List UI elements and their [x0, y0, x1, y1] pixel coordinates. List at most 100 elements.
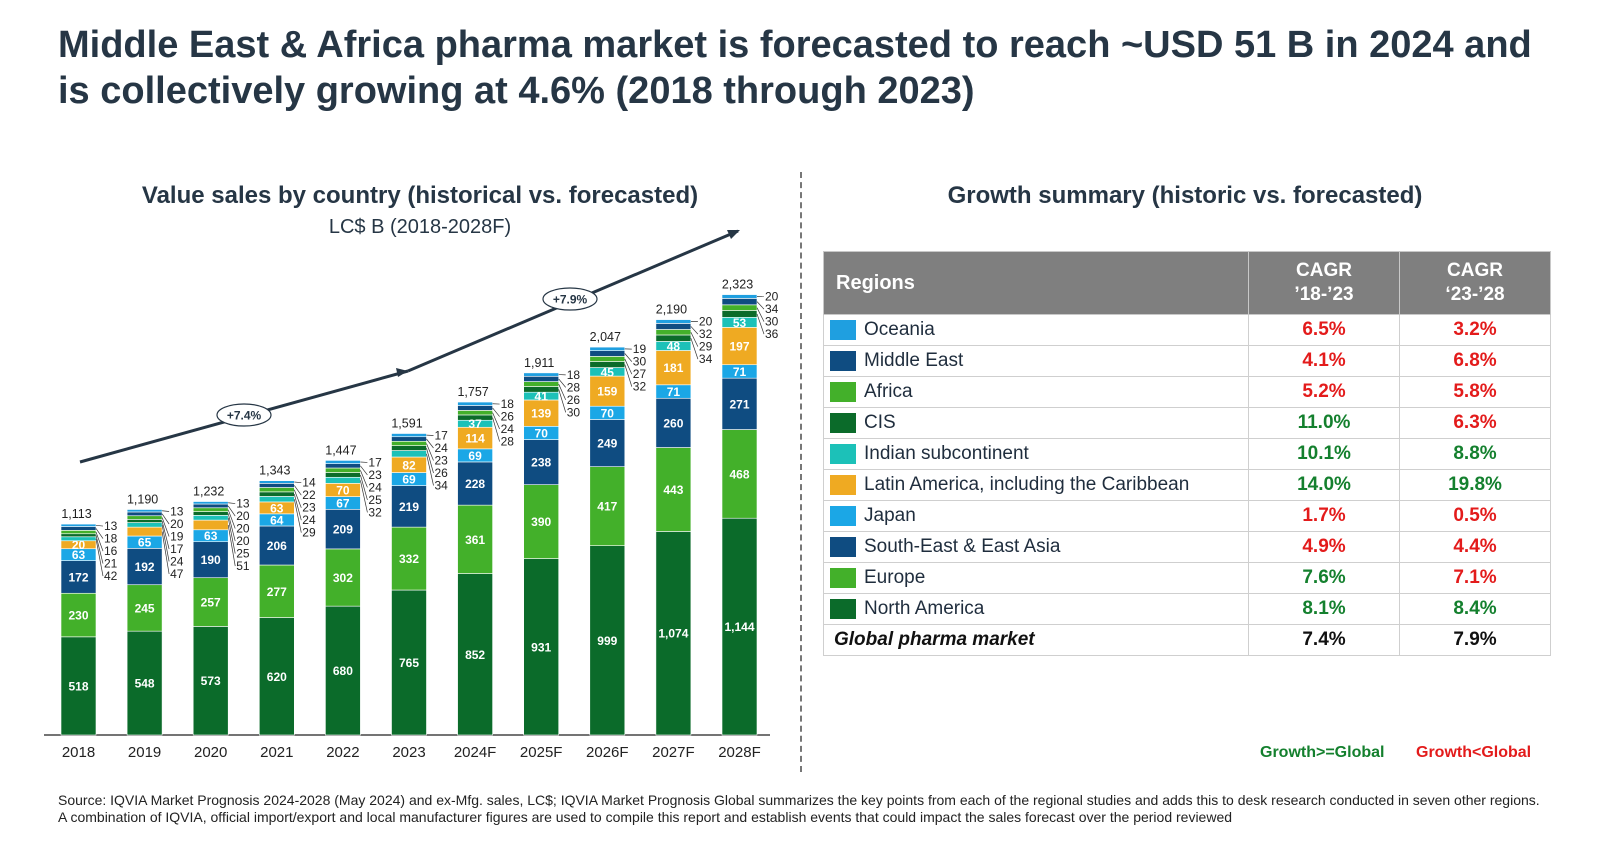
region-cell: Europe: [823, 562, 1249, 594]
bar-segment: [721, 298, 758, 306]
segment-label: 114: [465, 432, 485, 446]
bar-segment: [655, 447, 692, 532]
side-label: 42: [104, 569, 118, 583]
leader-line: [558, 383, 567, 401]
x-tick-label: 2025F: [520, 744, 563, 761]
leader-line: [161, 517, 170, 537]
side-label: 24: [368, 480, 382, 494]
segment-label: 70: [601, 406, 615, 420]
bar-segment: [655, 323, 692, 330]
segment-label: 20: [72, 538, 86, 552]
table-row: Middle East 4.1% 6.8%: [823, 345, 1551, 377]
segment-label: 69: [402, 473, 416, 487]
bar-segment: [325, 605, 361, 736]
segment-label: 260: [663, 416, 683, 430]
side-label: 16: [104, 544, 118, 558]
leader-line: [426, 453, 434, 486]
table-row: South-East & East Asia 4.9% 4.4%: [823, 531, 1551, 563]
segment-label: 573: [201, 674, 221, 688]
side-label: 17: [170, 542, 184, 556]
bar-segment: [126, 584, 163, 632]
cagr-23-28-value: 7.1%: [1399, 562, 1551, 594]
region-cell: CIS: [823, 407, 1249, 439]
side-label: 34: [765, 302, 779, 316]
leader-line: [492, 417, 500, 442]
cagr-18-23-value: 10.1%: [1248, 438, 1400, 470]
side-label: 17: [368, 455, 382, 469]
cagr-18-23-value: 11.0%: [1248, 407, 1400, 439]
bar-segment: [523, 399, 560, 427]
side-label: 34: [435, 479, 449, 493]
bar-segment: [391, 485, 427, 528]
segment-label: 999: [597, 634, 617, 648]
table-row: Oceania 6.5% 3.2%: [823, 314, 1551, 346]
segment-label: 238: [531, 456, 551, 470]
side-label: 13: [104, 519, 118, 533]
table-title: Growth summary (historic vs. forecasted): [947, 182, 1423, 209]
cagr-23-28-value: 5.8%: [1399, 376, 1551, 408]
side-label: 28: [501, 435, 515, 449]
bar-segment: [192, 501, 229, 505]
leader-line: [690, 326, 699, 335]
leader-line: [756, 307, 765, 322]
x-tick-label: 2027F: [652, 744, 695, 761]
x-tick-label: 2028F: [718, 744, 761, 761]
x-tick-label: 2020: [194, 744, 227, 761]
global-cagr-23-28: 7.9%: [1399, 624, 1551, 656]
region-name: Africa: [864, 380, 913, 402]
side-label: 47: [170, 567, 184, 581]
segment-label: 1,074: [658, 627, 688, 641]
bar-segment: [192, 577, 229, 627]
table-row: Indian subcontinent 10.1% 8.8%: [823, 438, 1551, 470]
leader-line: [161, 524, 170, 562]
side-label: 25: [236, 547, 250, 561]
bar-segment: [457, 401, 493, 406]
segment-label: 41: [535, 390, 549, 404]
bar-segment: [258, 564, 295, 618]
leader-line: [161, 531, 170, 575]
bar-segment: [258, 491, 295, 497]
side-label: 23: [435, 454, 449, 468]
bar-segment: [126, 511, 163, 517]
segment-label: 69: [468, 449, 482, 463]
region-name: Oceania: [864, 318, 935, 340]
bar-segment: [126, 519, 163, 523]
segment-label: 63: [204, 529, 218, 543]
cagr-23-28-value: 6.8%: [1399, 345, 1551, 377]
cagr-18-23-value: 4.1%: [1248, 345, 1400, 377]
leader-line: [624, 364, 633, 387]
bar-segment: [721, 304, 758, 311]
segment-label: 82: [402, 458, 416, 472]
bar-segment: [721, 294, 758, 299]
cagr-18-23-value: 14.0%: [1248, 469, 1400, 501]
header-cagr-18-23: CAGR ’18-’23: [1248, 251, 1400, 315]
region-name: Europe: [864, 566, 926, 588]
region-cell: North America: [823, 593, 1249, 625]
leader-line: [227, 524, 236, 567]
bar-segment: [126, 630, 163, 736]
segment-label: 417: [597, 500, 617, 514]
leader-line: [624, 358, 633, 375]
leader-line: [690, 332, 699, 347]
region-cell: Middle East: [823, 345, 1249, 377]
bar-segment: [721, 377, 758, 430]
segment-label: 245: [135, 601, 155, 615]
x-tick-label: 2021: [260, 744, 293, 761]
bar-segment: [523, 372, 560, 377]
segment-label: 680: [333, 664, 353, 678]
region-swatch: [830, 598, 856, 619]
side-label: 18: [104, 532, 118, 546]
segment-label: 518: [68, 679, 88, 693]
segment-label: 65: [138, 536, 152, 550]
total-label: 1,343: [259, 464, 290, 478]
bar-segment: [192, 626, 229, 736]
table-body: Oceania 6.5% 3.2% Middle East 4.1% 6.8% Africa…: [823, 314, 1551, 656]
side-label: 18: [567, 368, 581, 382]
leader-line: [426, 443, 434, 461]
segment-label: 390: [531, 515, 551, 529]
segment-label: 443: [663, 483, 683, 497]
bar-segment: [391, 436, 427, 442]
segment-label: 48: [667, 339, 681, 353]
x-tick-label: 2024F: [454, 744, 497, 761]
leader-line: [294, 485, 302, 496]
